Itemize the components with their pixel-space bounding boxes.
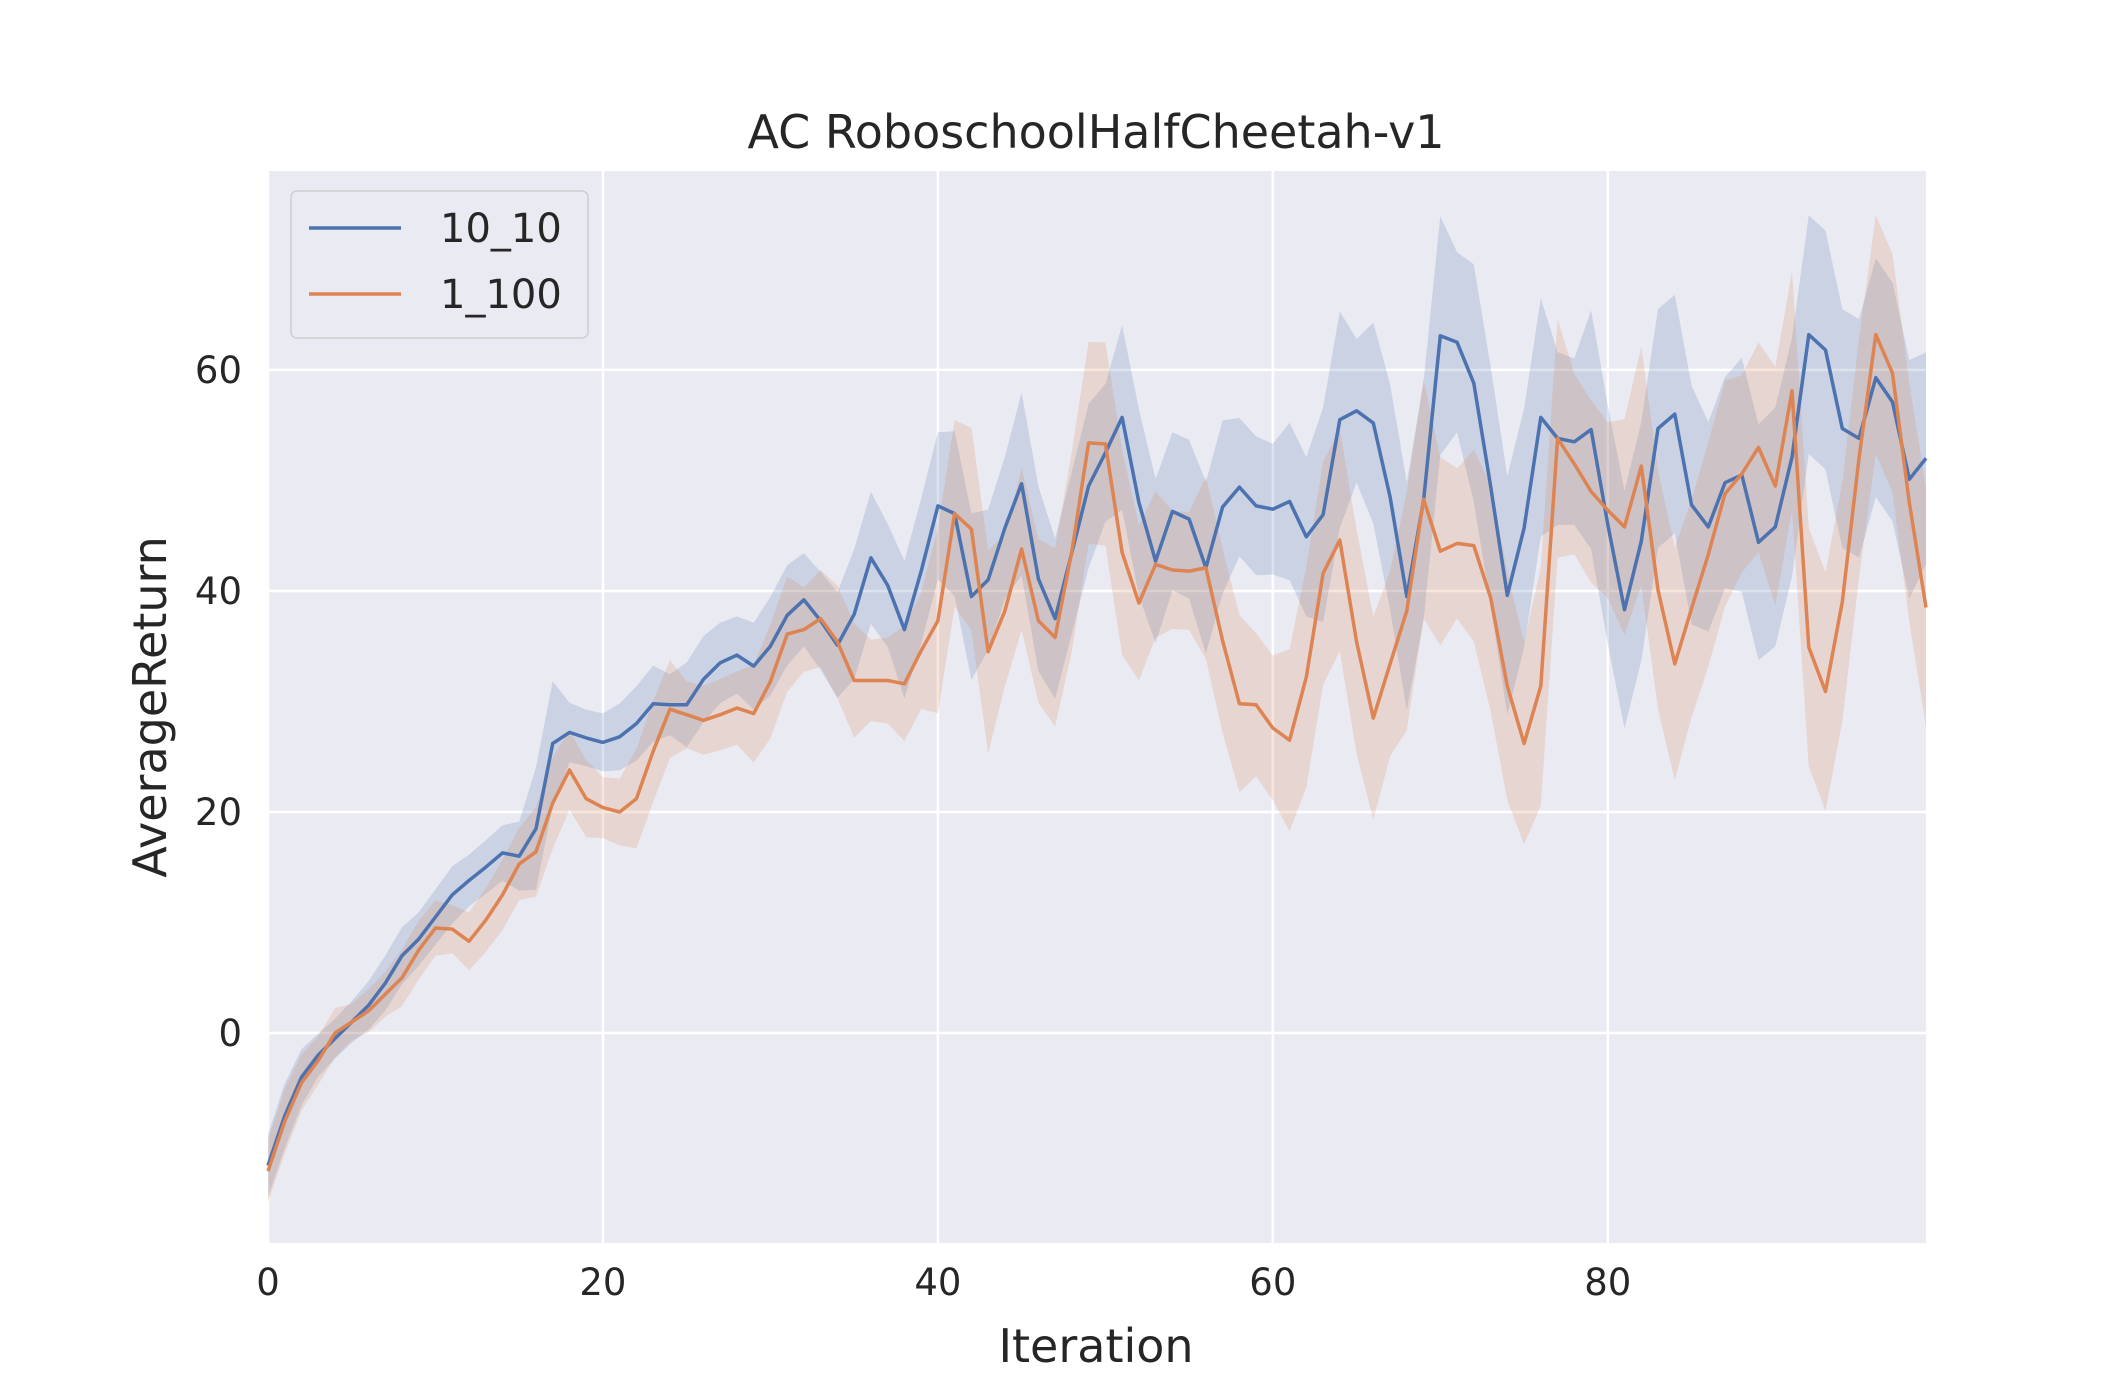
- y-axis-ticks: 0 20 40 60: [195, 349, 242, 1055]
- series-line-10-10: [266, 332, 1928, 1167]
- x-axis-label: Iteration: [998, 1319, 1193, 1373]
- x-tick-label: 0: [256, 1261, 280, 1304]
- x-tick-label: 20: [579, 1261, 626, 1304]
- y-tick-label: 20: [195, 791, 242, 834]
- chart-title: AC RoboschoolHalfCheetah-v1: [747, 105, 1444, 159]
- series-lines: [266, 332, 1928, 1172]
- legend-label-1-100: 1_100: [440, 272, 562, 318]
- plot-area: [268, 171, 1926, 1243]
- grid-lines: [266, 171, 1926, 1243]
- x-axis-ticks: 0 20 40 60 80: [256, 1261, 1631, 1304]
- confidence-band-10-10: [268, 215, 1926, 1197]
- legend-label-10-10: 10_10: [440, 206, 562, 252]
- series-line-1-100: [266, 332, 1928, 1172]
- confidence-band-1-100: [268, 215, 1926, 1203]
- x-tick-label: 80: [1584, 1261, 1631, 1304]
- y-tick-label: 60: [195, 349, 242, 392]
- y-tick-label: 40: [195, 570, 242, 613]
- x-tick-label: 60: [1249, 1261, 1296, 1304]
- y-tick-label: 0: [218, 1012, 242, 1055]
- legend: 10_10 1_100: [290, 190, 589, 339]
- y-axis-label: AverageReturn: [123, 536, 177, 878]
- confidence-bands: [268, 215, 1926, 1203]
- x-tick-label: 40: [914, 1261, 961, 1304]
